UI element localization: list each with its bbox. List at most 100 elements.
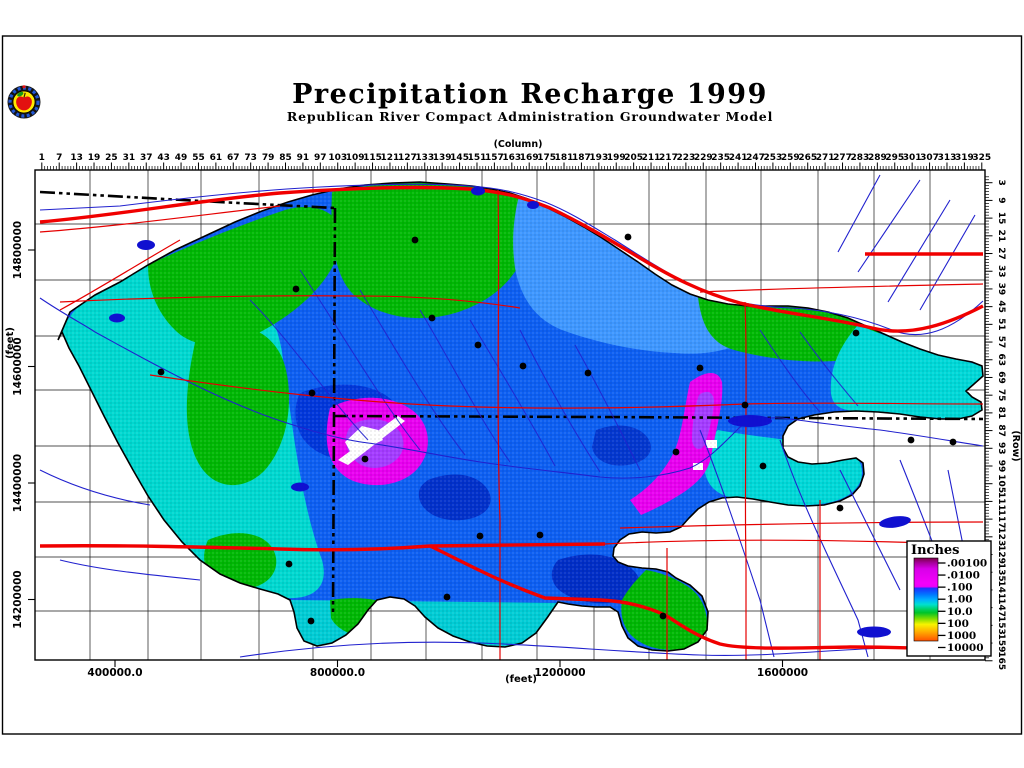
row-tick-label: 123: [996, 527, 1006, 546]
se-streams: [699, 429, 979, 658]
axis-bottom-feet: 400000.0 800000.0 1200000 1600000: [87, 660, 808, 679]
plot-frame: [34, 169, 986, 661]
town-dot: [741, 401, 749, 409]
model-domain-boundary: [57, 181, 984, 652]
town-dot: [361, 455, 369, 463]
left-tick-label: 14800000: [12, 221, 24, 279]
town-dot: [672, 448, 680, 456]
logo-apple-leaf: [17, 91, 24, 97]
column-tick-label: 253: [764, 153, 783, 163]
rivers: [39, 174, 984, 658]
harlan-lake: [728, 415, 772, 427]
column-tick-label: 319: [955, 153, 974, 163]
row-tick-label: 63: [996, 353, 1006, 366]
column-tick-label: 283: [851, 153, 870, 163]
row-tick-label: 99: [996, 460, 1006, 473]
legend-colorbar: [913, 557, 939, 642]
legend-title: Inches: [911, 543, 960, 558]
state-border-ne-ks: [332, 414, 984, 421]
row-tick-label: 141: [996, 581, 1006, 600]
column-tick-label: 157: [485, 153, 504, 163]
apple-seal-logo: [7, 85, 41, 119]
tributary-creeks: [249, 269, 859, 473]
row-tick-label: 75: [996, 389, 1006, 402]
town-dot: [659, 612, 667, 620]
legend-tick-label: 1000: [947, 630, 976, 642]
column-tick-label: 49: [175, 153, 188, 163]
row-tick-label: 81: [996, 407, 1006, 420]
left-tick-label: 14600000: [12, 337, 24, 395]
row-tick-label: 27: [996, 247, 1006, 260]
town-dot: [907, 436, 915, 444]
logo-apple-stem: [23, 92, 26, 98]
column-tick-label: 133: [415, 153, 434, 163]
column-tick-label: 55: [192, 153, 205, 163]
column-tick-label: 289: [868, 153, 887, 163]
column-tick-label: 121: [381, 153, 400, 163]
town-dot: [949, 438, 957, 446]
row-tick-label: 147: [996, 598, 1006, 617]
highway-south-west: [39, 542, 606, 552]
row-tick-label: 93: [996, 442, 1006, 455]
town-dot: [759, 462, 767, 470]
left-tick-label: 14400000: [12, 454, 24, 512]
column-tick-label: 163: [502, 153, 521, 163]
column-tick-label: 139: [433, 153, 452, 163]
lakes: [109, 186, 911, 638]
town-dot: [584, 369, 592, 377]
roads: [39, 185, 984, 660]
row-tick-label: 21: [996, 230, 1006, 243]
town-dots: [157, 233, 957, 625]
column-tick-label: 43: [157, 153, 170, 163]
column-tick-label: 115: [363, 153, 382, 163]
column-tick-label: 145: [450, 153, 469, 163]
column-tick-label: 241: [729, 153, 748, 163]
town-dot: [696, 364, 704, 372]
column-tick-label: 31: [123, 153, 136, 163]
column-tick-label: 97: [314, 153, 327, 163]
row-tick-label: 33: [996, 265, 1006, 278]
column-tick-label: 325: [972, 153, 991, 163]
row-tick-label: 87: [996, 424, 1006, 437]
row-tick-label: 39: [996, 283, 1006, 296]
row-tick-label: 9: [996, 197, 1006, 203]
state-border-co-ne: [39, 190, 336, 210]
column-tick-label: 193: [589, 153, 608, 163]
legend-tick-label: .100: [947, 582, 973, 594]
column-tick-label: 199: [607, 153, 626, 163]
legend-tick-label: 1.00: [947, 594, 973, 606]
column-tick-label: 211: [642, 153, 661, 163]
row-tick-label: 51: [996, 318, 1006, 331]
row-tick-label: 135: [996, 563, 1006, 582]
legend-tick-label: .0100: [947, 570, 980, 582]
highway-north: [39, 185, 984, 333]
column-tick-label: 307: [920, 153, 939, 163]
column-tick-label: 247: [746, 153, 765, 163]
town-dot: [476, 532, 484, 540]
column-tick-label: 265: [798, 153, 817, 163]
column-tick-label: 169: [520, 153, 539, 163]
town-dot: [852, 329, 860, 337]
town-dot: [443, 593, 451, 601]
legend-tick-label: 10000: [947, 642, 984, 654]
column-tick-label: 271: [816, 153, 835, 163]
column-tick-label: 259: [781, 153, 800, 163]
column-tick-label: 229: [694, 153, 713, 163]
column-tick-label: 277: [833, 153, 852, 163]
highway-south-east: [429, 544, 984, 653]
legend-tick-label: .00100: [947, 558, 987, 570]
axis-left-feet: 14800000 14600000 14400000 14200000: [12, 221, 35, 629]
page-border: [1, 35, 1023, 735]
town-dot: [474, 341, 482, 349]
column-tick-label: 313: [938, 153, 957, 163]
logo-apple: [16, 96, 32, 111]
river-platte: [39, 183, 984, 336]
town-dot: [285, 560, 293, 568]
town-dot: [624, 233, 632, 241]
row-tick-label: 105: [996, 474, 1006, 493]
column-tick-label: 217: [659, 153, 678, 163]
header: Precipitation Recharge 1999 Republican R…: [287, 79, 772, 124]
row-tick-label: 45: [996, 300, 1006, 313]
